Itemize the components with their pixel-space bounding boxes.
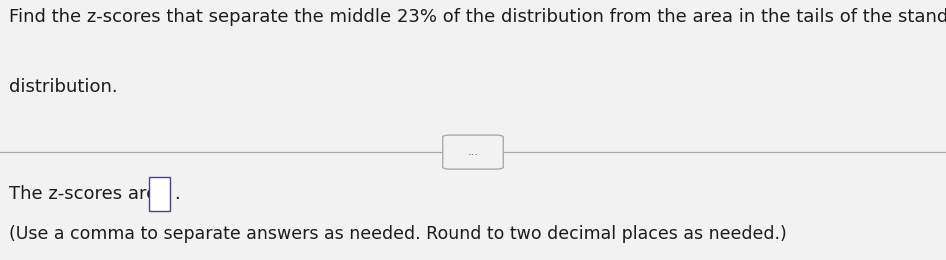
- Text: (Use a comma to separate answers as needed. Round to two decimal places as neede: (Use a comma to separate answers as need…: [9, 225, 787, 243]
- Text: .: .: [174, 185, 180, 203]
- Text: Find the z-scores that separate the middle 23% of the distribution from the area: Find the z-scores that separate the midd…: [9, 8, 946, 26]
- Text: distribution.: distribution.: [9, 78, 118, 96]
- Text: The z-scores are: The z-scores are: [9, 185, 158, 203]
- FancyBboxPatch shape: [443, 135, 503, 169]
- FancyBboxPatch shape: [149, 177, 170, 211]
- Text: ...: ...: [467, 147, 479, 157]
